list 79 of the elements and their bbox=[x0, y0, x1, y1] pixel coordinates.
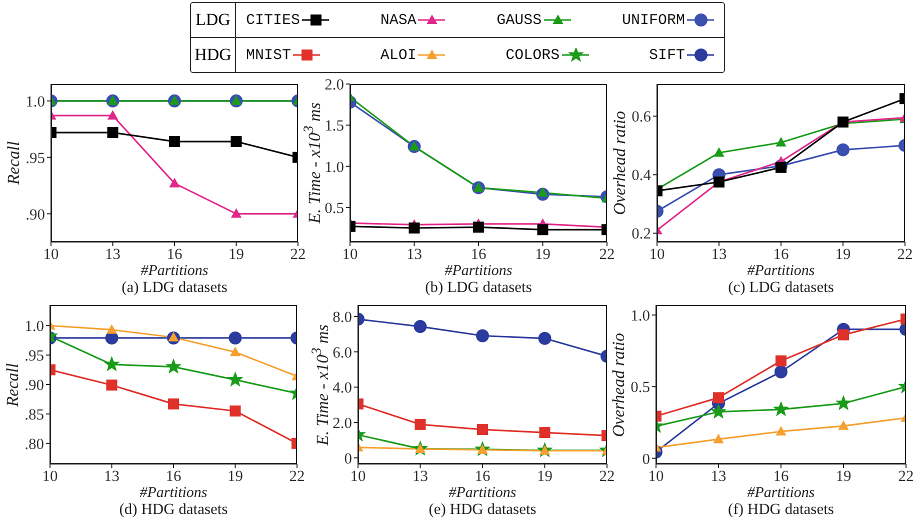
text: (a) LDG datasets bbox=[120, 279, 228, 296]
y-tick-label: 2.0 bbox=[324, 76, 344, 94]
x-tick-label: 10 bbox=[42, 468, 58, 486]
legend-label: SIFT bbox=[648, 46, 685, 64]
y-tick-label: 1.0 bbox=[24, 318, 44, 336]
text: (e) HDG datasets bbox=[428, 501, 538, 518]
x-tick-label: 16 bbox=[470, 246, 486, 264]
x-tick-label: 13 bbox=[412, 468, 428, 486]
y-tick-label: 1.0 bbox=[26, 93, 46, 110]
x-tick-label: 10 bbox=[648, 468, 664, 486]
text: (d) HDG datasets bbox=[118, 501, 229, 518]
x-tick-label: 13 bbox=[711, 246, 727, 264]
legend-label: NASA bbox=[380, 12, 416, 28]
x-tick-label: 22 bbox=[289, 468, 305, 486]
legend-title: LDG bbox=[191, 3, 236, 37]
y-tick-label: 6.0 bbox=[332, 344, 352, 362]
x-tick-label: 16 bbox=[166, 468, 182, 486]
legend-title: HDG bbox=[191, 38, 236, 72]
x-tick-label: 19 bbox=[835, 246, 851, 264]
y-tick-label: 1.0 bbox=[630, 308, 650, 325]
x-tick-label: 13 bbox=[105, 246, 121, 264]
legend-label: COLORS bbox=[506, 46, 560, 64]
x-axis-title: #Partitions bbox=[140, 263, 210, 279]
x-axis-title: #Partitions bbox=[448, 485, 518, 501]
x-tick-label: 22 bbox=[290, 246, 306, 264]
x-tick-label: 16 bbox=[773, 246, 789, 264]
x-axis-title: #Partitions bbox=[746, 263, 816, 279]
y-tick-label: 1.0 bbox=[324, 158, 344, 176]
x-tick-label: 13 bbox=[104, 468, 120, 486]
x-tick-label: 19 bbox=[537, 468, 553, 486]
y-axis-title: Recall bbox=[3, 362, 23, 406]
y-tick-label: 8.0 bbox=[332, 308, 352, 326]
y-axis-title: Recall bbox=[4, 141, 24, 185]
x-tick-label: 10 bbox=[342, 246, 358, 264]
y-tick-label: .90 bbox=[24, 377, 44, 394]
y-tick-label: 2.0 bbox=[332, 414, 352, 432]
x-axis-title: #Partitions bbox=[138, 485, 208, 501]
y-tick-label: 0.5 bbox=[630, 379, 650, 396]
y-tick-label: 0 bbox=[642, 450, 650, 468]
x-tick-label: 22 bbox=[898, 468, 914, 486]
y-tick-label: 0 bbox=[344, 450, 352, 468]
y-tick-label: .95 bbox=[26, 150, 46, 167]
x-tick-label: 10 bbox=[649, 246, 665, 264]
y-tick-label: 4.0 bbox=[332, 380, 352, 397]
legend-label: CITIES bbox=[246, 12, 300, 28]
y-tick-label: .90 bbox=[26, 206, 46, 224]
x-axis-title: #Partitions bbox=[444, 263, 514, 279]
y-tick-label: .85 bbox=[24, 406, 44, 424]
x-tick-label: 22 bbox=[599, 246, 615, 264]
y-axis-title: Overhead ratio bbox=[609, 332, 629, 437]
x-tick-label: 13 bbox=[710, 468, 726, 486]
text: (c) LDG datasets bbox=[727, 279, 835, 296]
legend-label: UNIFORM bbox=[622, 12, 685, 28]
y-tick-label: 0.6 bbox=[632, 108, 652, 126]
x-tick-label: 13 bbox=[406, 246, 422, 264]
text: (b) LDG datasets bbox=[424, 279, 533, 296]
y-tick-label: 0.5 bbox=[324, 200, 344, 217]
x-tick-label: 10 bbox=[43, 246, 59, 264]
x-tick-label: 16 bbox=[474, 468, 490, 486]
legend-label: GAUSS bbox=[496, 12, 542, 28]
text: (f) HDG datasets bbox=[727, 501, 835, 518]
y-tick-label: .95 bbox=[24, 348, 44, 365]
y-axis-title: Overhead ratio bbox=[610, 110, 630, 216]
y-tick-label: 0.4 bbox=[632, 167, 652, 184]
x-tick-label: 19 bbox=[228, 468, 244, 486]
legend-label: MNIST bbox=[246, 46, 292, 64]
x-tick-label: 19 bbox=[535, 246, 551, 264]
x-tick-label: 22 bbox=[599, 468, 615, 486]
x-axis-title: #Partitions bbox=[746, 485, 816, 501]
x-tick-label: 16 bbox=[166, 246, 182, 264]
y-tick-label: .80 bbox=[24, 436, 44, 453]
x-tick-label: 22 bbox=[897, 246, 913, 264]
y-tick-label: 1.5 bbox=[324, 118, 344, 135]
x-tick-label: 19 bbox=[836, 468, 852, 486]
x-tick-label: 19 bbox=[228, 246, 244, 264]
legend-label: ALOI bbox=[380, 46, 416, 64]
y-tick-label: 0.2 bbox=[632, 226, 651, 243]
x-tick-label: 10 bbox=[350, 468, 366, 486]
x-tick-label: 16 bbox=[773, 468, 789, 486]
